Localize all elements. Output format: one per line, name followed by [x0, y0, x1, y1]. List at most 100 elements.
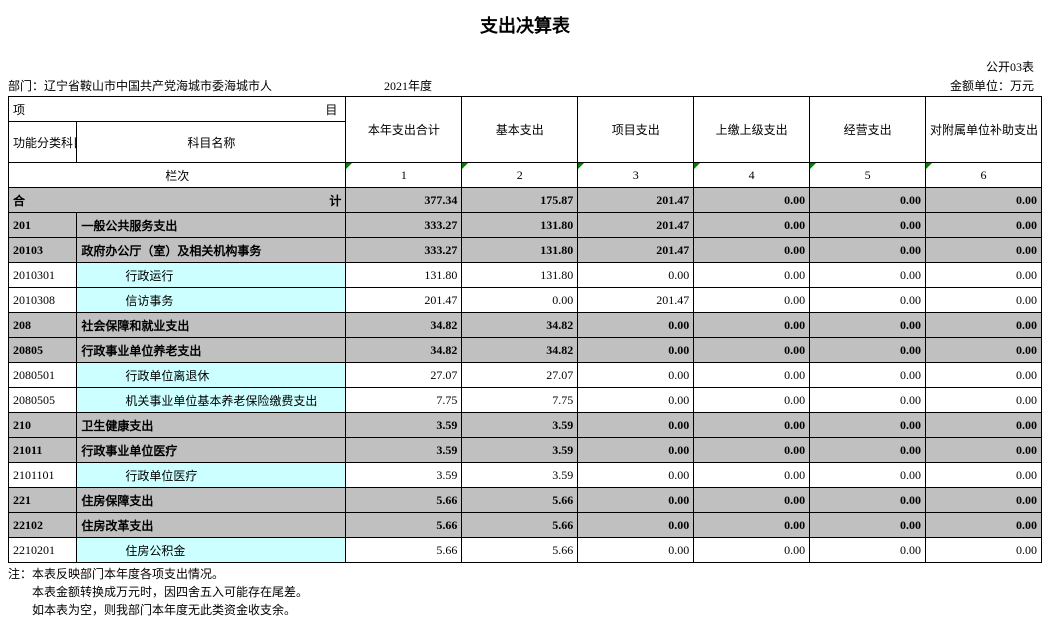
col-header: 基本支出 — [462, 97, 578, 163]
col-header: 对附属单位补助支出 — [926, 97, 1042, 163]
code-cell: 2080501 — [9, 363, 77, 388]
name-cell: 行政事业单位养老支出 — [77, 338, 346, 363]
value-cell: 0.00 — [810, 213, 926, 238]
value-cell: 7.75 — [346, 388, 462, 413]
name-cell: 行政单位离退休 — [77, 363, 346, 388]
value-cell: 0.00 — [926, 213, 1042, 238]
col-header: 上缴上级支出 — [694, 97, 810, 163]
value-cell: 0.00 — [810, 463, 926, 488]
expenditure-table: 项目 本年支出合计 基本支出 项目支出 上缴上级支出 经营支出 对附属单位补助支… — [8, 96, 1042, 563]
table-row: 2010301行政运行131.80131.800.000.000.000.00 — [9, 263, 1042, 288]
dept-label: 部门： — [8, 79, 44, 93]
name-cell: 行政事业单位医疗 — [77, 438, 346, 463]
value-cell: 0.00 — [810, 438, 926, 463]
value-cell: 0.00 — [810, 363, 926, 388]
value-cell: 0.00 — [810, 538, 926, 563]
col-header: 经营支出 — [810, 97, 926, 163]
note-line: 本表金额转换成万元时，因四舍五入可能存在尾差。 — [8, 583, 1042, 601]
value-cell: 0.00 — [694, 338, 810, 363]
value-cell: 333.27 — [346, 213, 462, 238]
value-cell: 131.80 — [462, 263, 578, 288]
value-cell: 0.00 — [926, 338, 1042, 363]
col-header: 本年支出合计 — [346, 97, 462, 163]
name-cell: 机关事业单位基本养老保险缴费支出 — [77, 388, 346, 413]
value-cell: 34.82 — [462, 313, 578, 338]
col-num: 1 — [346, 163, 462, 188]
dept-value: 辽宁省鞍山市中国共产党海城市委海城市人 — [44, 79, 272, 93]
table-row: 22102住房改革支出5.665.660.000.000.000.00 — [9, 513, 1042, 538]
value-cell: 0.00 — [926, 538, 1042, 563]
value-cell: 0.00 — [694, 388, 810, 413]
value-cell: 0.00 — [694, 488, 810, 513]
value-cell: 0.00 — [926, 463, 1042, 488]
value-cell: 0.00 — [694, 313, 810, 338]
table-row: 20103政府办公厅（室）及相关机构事务333.27131.80201.470.… — [9, 238, 1042, 263]
table-row: 2210201住房公积金5.665.660.000.000.000.00 — [9, 538, 1042, 563]
total-row: 合计 377.34 175.87 201.47 0.00 0.00 0.00 — [9, 188, 1042, 213]
value-cell: 0.00 — [694, 438, 810, 463]
value-cell: 0.00 — [578, 388, 694, 413]
col-num: 3 — [578, 163, 694, 188]
table-row: 210卫生健康支出3.593.590.000.000.000.00 — [9, 413, 1042, 438]
value-cell: 0.00 — [810, 263, 926, 288]
value-cell: 0.00 — [926, 288, 1042, 313]
value-cell: 0.00 — [578, 463, 694, 488]
unit-label: 金额单位：万元 — [504, 77, 1042, 94]
value-cell: 333.27 — [346, 238, 462, 263]
value-cell: 0.00 — [578, 413, 694, 438]
value-cell: 0.00 — [694, 463, 810, 488]
table-row: 2010308信访事务201.470.00201.470.000.000.00 — [9, 288, 1042, 313]
code-cell: 2010301 — [9, 263, 77, 288]
value-cell: 5.66 — [462, 488, 578, 513]
value-cell: 0.00 — [578, 263, 694, 288]
name-cell: 政府办公厅（室）及相关机构事务 — [77, 238, 346, 263]
value-cell: 5.66 — [462, 538, 578, 563]
value-cell: 0.00 — [810, 288, 926, 313]
table-row: 2101101行政单位医疗3.593.590.000.000.000.00 — [9, 463, 1042, 488]
value-cell: 131.80 — [346, 263, 462, 288]
value-cell: 34.82 — [346, 313, 462, 338]
name-cell: 一般公共服务支出 — [77, 213, 346, 238]
code-cell: 2010308 — [9, 288, 77, 313]
value-cell: 3.59 — [346, 413, 462, 438]
value-cell: 0.00 — [810, 313, 926, 338]
header-xiangmu: 项目 — [9, 97, 346, 122]
value-cell: 0.00 — [694, 413, 810, 438]
value-cell: 5.66 — [462, 513, 578, 538]
value-cell: 0.00 — [810, 388, 926, 413]
value-cell: 0.00 — [926, 513, 1042, 538]
value-cell: 0.00 — [926, 438, 1042, 463]
value-cell: 0.00 — [694, 213, 810, 238]
value-cell: 3.59 — [462, 463, 578, 488]
value-cell: 0.00 — [926, 488, 1042, 513]
meta-row: 部门：辽宁省鞍山市中国共产党海城市委海城市人 2021年度 金额单位：万元 — [8, 75, 1042, 96]
value-cell: 0.00 — [926, 313, 1042, 338]
value-cell: 0.00 — [578, 338, 694, 363]
code-cell: 2080505 — [9, 388, 77, 413]
total-cell: 175.87 — [462, 188, 578, 213]
code-cell: 201 — [9, 213, 77, 238]
table-row: 2080505机关事业单位基本养老保险缴费支出7.757.750.000.000… — [9, 388, 1042, 413]
value-cell: 7.75 — [462, 388, 578, 413]
total-cell: 0.00 — [810, 188, 926, 213]
header-lanci: 栏次 — [9, 163, 346, 188]
name-cell: 住房公积金 — [77, 538, 346, 563]
value-cell: 0.00 — [578, 538, 694, 563]
value-cell: 0.00 — [810, 238, 926, 263]
value-cell: 0.00 — [810, 513, 926, 538]
table-row: 21011行政事业单位医疗3.593.590.000.000.000.00 — [9, 438, 1042, 463]
total-cell: 377.34 — [346, 188, 462, 213]
value-cell: 0.00 — [926, 413, 1042, 438]
value-cell: 0.00 — [694, 363, 810, 388]
total-cell: 0.00 — [926, 188, 1042, 213]
value-cell: 27.07 — [346, 363, 462, 388]
value-cell: 131.80 — [462, 213, 578, 238]
code-cell: 20805 — [9, 338, 77, 363]
value-cell: 0.00 — [926, 263, 1042, 288]
value-cell: 5.66 — [346, 513, 462, 538]
value-cell: 0.00 — [694, 263, 810, 288]
table-row: 208社会保障和就业支出34.8234.820.000.000.000.00 — [9, 313, 1042, 338]
col-num: 5 — [810, 163, 926, 188]
note-line: 注：本表反映部门本年度各项支出情况。 — [8, 565, 1042, 583]
value-cell: 3.59 — [346, 463, 462, 488]
